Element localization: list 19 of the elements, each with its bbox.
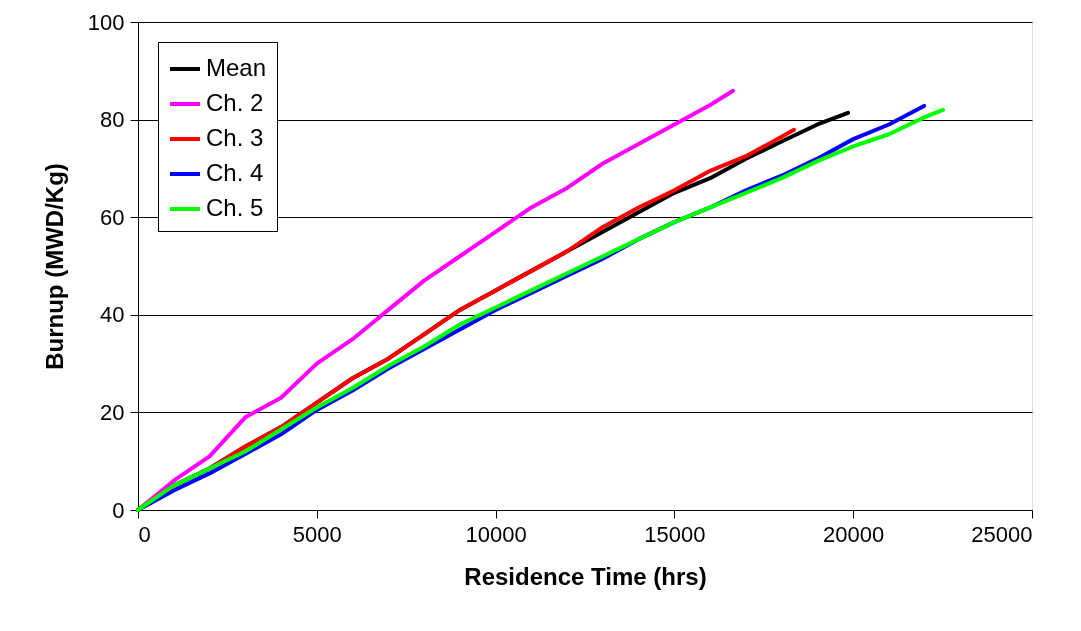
y-tick-label: 20	[100, 399, 125, 425]
legend-label: Ch. 3	[206, 124, 264, 151]
y-tick-label: 60	[100, 204, 125, 230]
x-tick-label: 5000	[292, 521, 342, 547]
legend-label: Ch. 2	[206, 89, 264, 116]
y-tick-label: 40	[100, 302, 125, 328]
y-axis-title: Burnup (MWD/Kg)	[40, 163, 68, 370]
legend-label: Ch. 5	[206, 194, 264, 221]
x-axis-title: Residence Time (hrs)	[464, 562, 707, 590]
x-tick-label: 20000	[823, 521, 885, 547]
x-tick-label: 25000	[971, 521, 1033, 547]
y-tick-label: 0	[112, 497, 125, 523]
x-tick-label: 0	[138, 521, 151, 547]
legend-label: Ch. 4	[206, 159, 264, 186]
legend-label: Mean	[206, 54, 267, 81]
y-tick-label: 80	[100, 107, 125, 133]
x-tick-label: 15000	[644, 521, 706, 547]
x-tick-label: 10000	[465, 521, 527, 547]
y-tick-label: 100	[87, 9, 125, 35]
